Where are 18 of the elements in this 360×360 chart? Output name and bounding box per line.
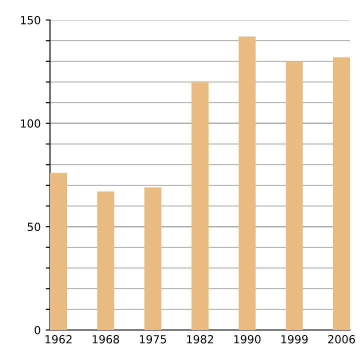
y-tick-label: 0: [34, 326, 40, 334]
x-tick-label: 1962: [46, 335, 72, 344]
y-tick-label: 150: [20, 16, 40, 24]
x-tick-label: 1968: [92, 335, 120, 344]
x-tick-label: 2006: [328, 335, 355, 344]
x-tick-label: 1975: [140, 335, 166, 344]
bar: [144, 187, 162, 330]
bar: [192, 82, 208, 330]
bar: [286, 61, 303, 330]
y-tick-label: 100: [20, 119, 40, 128]
bar: [97, 192, 114, 330]
y-tick-label: 50: [28, 222, 40, 232]
bar: [238, 36, 256, 330]
bar: [50, 172, 67, 330]
x-tick-label: 1982: [187, 335, 214, 344]
bar: [333, 57, 350, 330]
x-tick-label: 1990: [234, 335, 261, 344]
x-tick-label: 1999: [281, 335, 308, 344]
